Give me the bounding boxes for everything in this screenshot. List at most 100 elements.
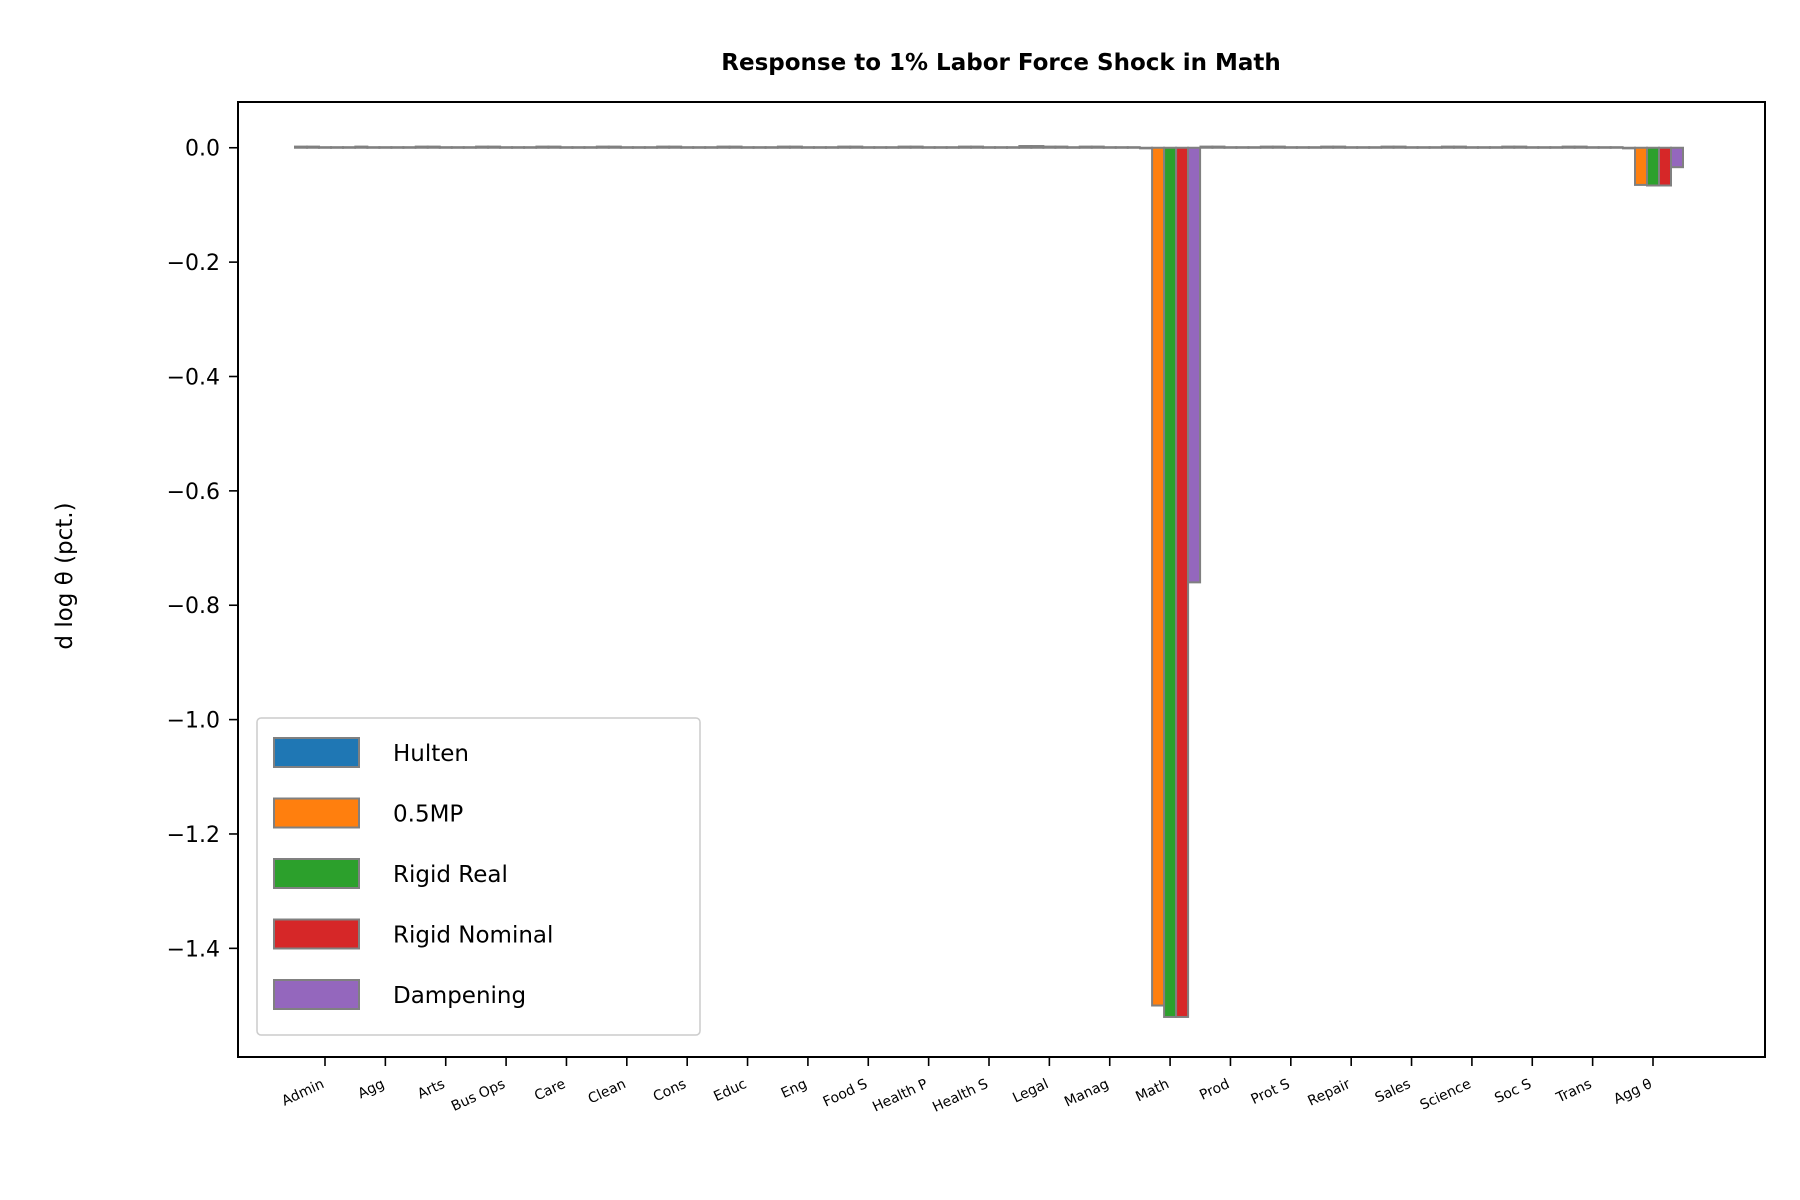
bar bbox=[1356, 146, 1371, 149]
legend: Hulten 0.5MP Rigid Real Rigid Nominal Dampen… bbox=[256, 717, 701, 1036]
legend-box bbox=[256, 717, 701, 1036]
bar bbox=[1223, 146, 1238, 149]
bar bbox=[1561, 145, 1576, 149]
bar bbox=[583, 146, 598, 149]
bar bbox=[1066, 146, 1081, 149]
bar bbox=[1102, 146, 1117, 149]
bar bbox=[656, 145, 671, 149]
bar bbox=[1597, 146, 1612, 149]
bar bbox=[390, 146, 405, 149]
bar bbox=[1211, 145, 1226, 149]
bar bbox=[1404, 146, 1419, 149]
bar bbox=[571, 146, 586, 149]
y-tick-label: −0.6 bbox=[167, 480, 220, 505]
bar bbox=[1428, 146, 1443, 149]
bar bbox=[487, 145, 502, 149]
bars-layer bbox=[294, 145, 1684, 1018]
bar bbox=[619, 146, 634, 149]
y-tick-label: −0.8 bbox=[167, 594, 220, 619]
bar bbox=[1537, 146, 1552, 149]
bar bbox=[1609, 146, 1624, 149]
bar bbox=[982, 146, 996, 149]
bar bbox=[414, 145, 429, 149]
bar bbox=[1126, 146, 1141, 149]
bar bbox=[1151, 146, 1166, 1007]
bar bbox=[1344, 146, 1359, 149]
bar bbox=[1488, 146, 1503, 149]
bar bbox=[1175, 146, 1190, 1018]
bar bbox=[306, 145, 320, 149]
bar bbox=[958, 145, 972, 149]
bar bbox=[909, 145, 924, 149]
bar bbox=[378, 146, 393, 149]
bar bbox=[1501, 145, 1516, 149]
bar bbox=[450, 146, 465, 149]
bar bbox=[1090, 145, 1105, 149]
bar bbox=[704, 146, 719, 149]
bar bbox=[1006, 146, 1020, 149]
bar bbox=[1199, 145, 1214, 149]
bar bbox=[752, 146, 767, 149]
bar bbox=[1332, 145, 1347, 149]
bar bbox=[1634, 146, 1648, 186]
bar bbox=[788, 145, 803, 149]
y-tick-label: −1.0 bbox=[167, 709, 220, 734]
bar bbox=[849, 145, 864, 149]
legend-label: 0.5MP bbox=[393, 802, 463, 828]
y-tick-label: −0.4 bbox=[167, 365, 220, 390]
bar bbox=[800, 146, 815, 149]
bar bbox=[523, 146, 538, 149]
y-axis: 0.0 −0.2 −0.4 −0.6 −0.8 −1.0 −1.2 −1.4 bbox=[167, 137, 238, 962]
bar bbox=[728, 145, 743, 149]
bar bbox=[945, 146, 960, 149]
bar bbox=[1307, 146, 1322, 149]
bar bbox=[631, 146, 646, 149]
bar bbox=[824, 146, 839, 149]
bar bbox=[1283, 146, 1298, 149]
bar bbox=[1622, 146, 1636, 150]
bar bbox=[475, 145, 490, 149]
y-axis-label: d log θ (pct.) bbox=[52, 502, 78, 649]
legend-swatch bbox=[273, 737, 360, 768]
bar bbox=[1030, 145, 1045, 149]
bar bbox=[1452, 145, 1467, 149]
bar bbox=[366, 146, 381, 149]
y-tick-label: −0.2 bbox=[167, 251, 220, 276]
bar bbox=[1658, 146, 1672, 187]
bar bbox=[1646, 146, 1660, 187]
bar bbox=[970, 145, 984, 149]
bar bbox=[1392, 145, 1407, 149]
bar bbox=[1054, 145, 1069, 149]
bar bbox=[1416, 146, 1431, 149]
bar bbox=[668, 145, 683, 149]
bar bbox=[607, 145, 622, 149]
bar bbox=[1259, 145, 1274, 149]
bar bbox=[402, 146, 417, 149]
bar bbox=[1163, 146, 1178, 1018]
legend-label: Rigid Real bbox=[393, 862, 508, 888]
bar bbox=[354, 145, 369, 149]
y-tick-label: 0.0 bbox=[185, 137, 220, 162]
bar bbox=[511, 146, 526, 149]
bar bbox=[547, 145, 562, 149]
bar bbox=[1464, 146, 1479, 149]
bar bbox=[1585, 146, 1600, 149]
bar bbox=[1368, 146, 1383, 149]
legend-swatch bbox=[273, 797, 360, 829]
bar bbox=[595, 145, 610, 149]
bar bbox=[933, 146, 948, 149]
legend-swatch bbox=[273, 979, 360, 1010]
bar bbox=[535, 145, 550, 149]
plot-frame bbox=[237, 101, 1766, 1058]
y-tick-label: −1.4 bbox=[167, 937, 220, 962]
bar bbox=[1235, 146, 1250, 149]
bar bbox=[1271, 145, 1286, 149]
bar bbox=[643, 146, 658, 149]
bar bbox=[740, 146, 755, 149]
legend-label: Hulten bbox=[393, 741, 469, 767]
bar bbox=[1380, 145, 1395, 149]
bar bbox=[294, 145, 308, 149]
bar bbox=[426, 145, 441, 149]
bar bbox=[1295, 146, 1310, 149]
